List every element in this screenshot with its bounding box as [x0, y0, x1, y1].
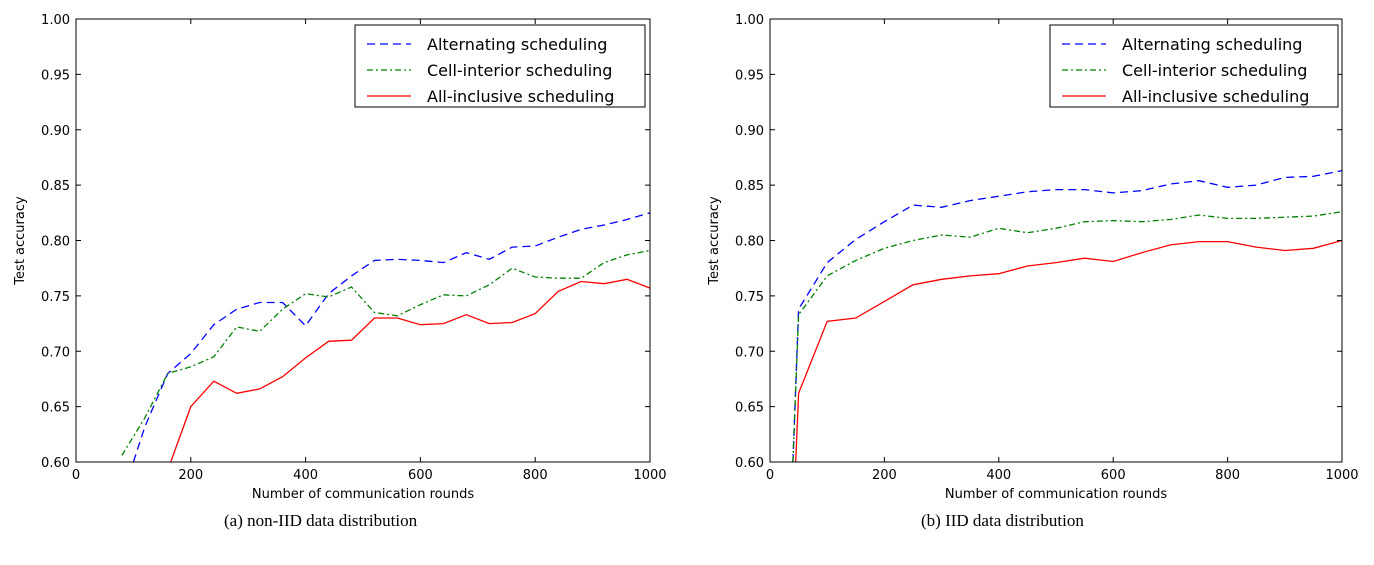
- legend-label-0: Alternating scheduling: [1122, 35, 1302, 54]
- y-tick-label: 0.65: [735, 401, 764, 416]
- legend-label-2: All-inclusive scheduling: [1122, 87, 1309, 106]
- x-axis-label: Number of communication rounds: [252, 487, 474, 502]
- legend-label-1: Cell-interior scheduling: [427, 61, 612, 80]
- x-tick-label: 600: [408, 468, 433, 483]
- x-tick-label: 400: [293, 468, 318, 483]
- series-line-2: [170, 278, 650, 462]
- y-tick-label: 1.00: [41, 13, 70, 28]
- x-tick-label: 1000: [1325, 468, 1358, 483]
- legend: Alternating scheduling Cell-interior sche…: [1049, 24, 1339, 108]
- x-tick-label: 800: [1215, 468, 1240, 483]
- x-tick-label: 200: [178, 468, 203, 483]
- x-tick-label: 0: [72, 468, 80, 483]
- series-line-1: [121, 249, 650, 456]
- y-tick-label: 0.65: [41, 401, 70, 416]
- legend-label-1: Cell-interior scheduling: [1122, 61, 1307, 80]
- legend-label-2: All-inclusive scheduling: [427, 87, 614, 106]
- series-line-1: [792, 211, 1342, 462]
- x-tick-label: 600: [1101, 468, 1126, 483]
- y-tick-label: 0.90: [735, 124, 764, 139]
- y-tick-label: 0.80: [41, 235, 70, 250]
- x-axis-label: Number of communication rounds: [945, 487, 1167, 502]
- y-tick-label: 0.80: [735, 235, 764, 250]
- x-tick-label: 800: [523, 468, 548, 483]
- y-tick-label: 0.70: [735, 345, 764, 360]
- y-tick-label: 1.00: [735, 13, 764, 28]
- series-line-0: [792, 170, 1342, 462]
- legend-label-0: Alternating scheduling: [427, 35, 607, 54]
- y-tick-label: 0.60: [41, 456, 70, 471]
- legend-box: [354, 24, 646, 108]
- legend: Alternating scheduling Cell-interior sche…: [354, 24, 646, 108]
- chart-panel-a: 0 200 400 600 800 1000 0.60 0.65 0.70 0.75 0.80 0.8…: [13, 13, 667, 530]
- y-axis-label: Test accuracy: [13, 196, 28, 286]
- x-tick-label: 200: [872, 468, 897, 483]
- y-tick-label: 0.85: [41, 179, 70, 194]
- x-tick-label: 0: [766, 468, 774, 483]
- y-tick-label: 0.90: [41, 124, 70, 139]
- y-tick-label: 0.95: [41, 68, 70, 83]
- x-tick-label: 1000: [633, 468, 666, 483]
- legend-box: [1049, 24, 1339, 108]
- figure-caption: (b) IID data distribution: [921, 511, 1084, 530]
- y-tick-label: 0.75: [41, 290, 70, 305]
- y-tick-label: 0.95: [735, 68, 764, 83]
- series-line-2: [795, 239, 1342, 462]
- y-axis-label: Test accuracy: [707, 196, 722, 286]
- y-tick-label: 0.60: [735, 456, 764, 471]
- y-tick-label: 0.75: [735, 290, 764, 305]
- series-line-0: [132, 212, 650, 462]
- y-tick-label: 0.70: [41, 345, 70, 360]
- y-tick-label: 0.85: [735, 179, 764, 194]
- x-tick-label: 400: [986, 468, 1011, 483]
- figure-caption: (a) non-IID data distribution: [224, 511, 418, 530]
- chart-panel-b: 0 200 400 600 800 1000 0.60 0.65 0.70 0.75 0.80 0.8…: [707, 13, 1359, 530]
